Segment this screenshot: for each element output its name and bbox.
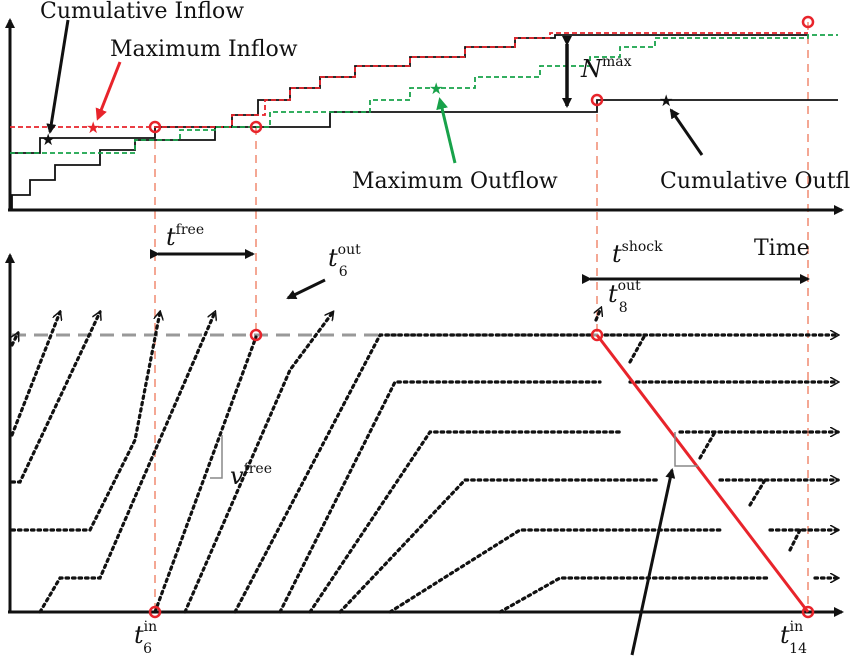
trajectory: [748, 478, 767, 507]
top-markers: [148, 15, 815, 134]
marker-t14-in: [801, 605, 815, 619]
trajectory: [338, 478, 662, 614]
trajectory: [153, 335, 258, 614]
arrow-cumulative-inflow: [46, 19, 70, 134]
label-time: Time: [754, 236, 810, 261]
star-cumulative-inflow: ★: [41, 130, 55, 149]
star-maximum-inflow: ★: [86, 118, 100, 137]
marker-t8-out: [590, 328, 604, 342]
star-cumulative-outflow: ★: [659, 91, 673, 110]
star-maximum-outflow: ★: [429, 79, 443, 98]
trajectory: [12, 333, 18, 347]
arrow-shock: [630, 468, 676, 656]
label-v-free: vfree: [230, 461, 272, 490]
trajectory: [38, 312, 215, 614]
maximum-outflow-curve: [10, 34, 838, 154]
label-t8-out: tout 8: [608, 278, 641, 316]
vehicle-trajectories: [10, 308, 838, 614]
trajectory: [278, 380, 602, 614]
guide-lines: [154, 22, 809, 612]
trajectory: [498, 576, 772, 614]
marker-t14-in-top: [801, 15, 815, 29]
trajectory: [308, 430, 622, 614]
label-maximum-outflow: Maximum Outflow: [352, 169, 558, 194]
label-t6-out: tout 6: [328, 242, 361, 280]
label-cumulative-outflow: Cumulative Outfl: [660, 169, 850, 194]
shock-wave-line: [595, 334, 810, 613]
label-maximum-inflow: Maximum Inflow: [110, 37, 298, 62]
bottom-markers: [148, 328, 815, 619]
arrow-maximum-outflow: [436, 97, 457, 164]
trajectory: [388, 528, 722, 614]
trajectory: [698, 430, 717, 460]
trajectory: [233, 333, 592, 614]
arrow-cumulative-outflow: [669, 108, 704, 156]
label-cumulative-inflow: Cumulative Inflow: [40, 0, 244, 24]
v-free-bracket: [210, 435, 223, 479]
trajectory: [628, 333, 647, 364]
trajectory: [10, 312, 60, 437]
trajectory: [10, 312, 100, 484]
arrow-maximum-inflow: [95, 61, 122, 121]
label-t14-in: tin 14: [780, 619, 807, 657]
marker-t6-in-top: [148, 120, 162, 134]
label-t6-in: tin 6: [134, 619, 157, 657]
marker-t6-out: [249, 328, 263, 342]
trajectory: [596, 308, 601, 322]
trajectory: [788, 528, 802, 552]
top-axes: [4, 18, 844, 215]
trajectory: [10, 312, 160, 532]
trajectory: [183, 312, 335, 614]
marker-t6-out-top: [249, 120, 263, 134]
marker-t8-out-top: [590, 93, 604, 107]
label-n-max: Nmax: [580, 54, 632, 83]
label-t-shock: tshock: [612, 239, 663, 268]
bottom-axes: [4, 253, 844, 617]
arrow-t6-out: [286, 278, 326, 300]
shock-angle-bracket: [674, 432, 698, 467]
maximum-inflow-curve: [10, 32, 808, 128]
marker-t6-in: [148, 605, 162, 619]
label-t-free: tfree: [166, 222, 204, 251]
